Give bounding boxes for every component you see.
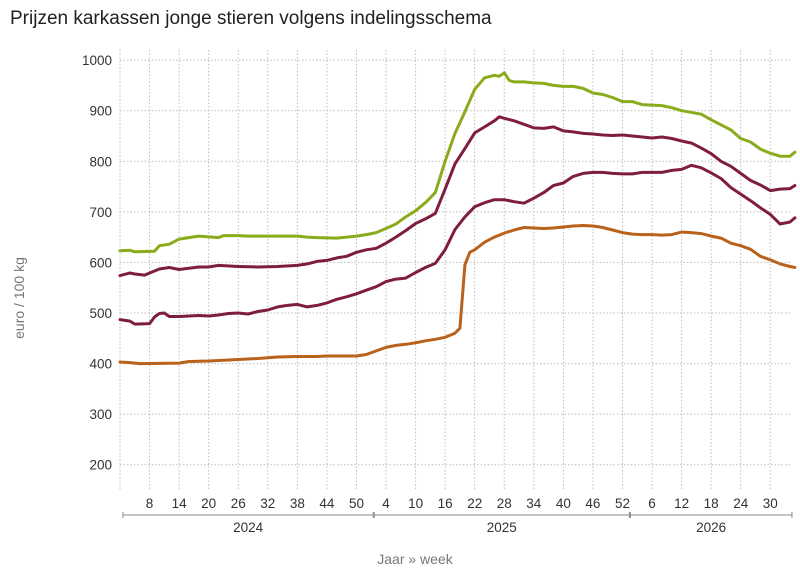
x-tick-label: 28 <box>497 496 512 511</box>
x-tick-label: 26 <box>231 496 246 511</box>
x-tick-label: 44 <box>319 496 335 511</box>
year-label: 2026 <box>696 520 726 535</box>
y-tick-label: 400 <box>89 357 112 372</box>
y-axis: 200 300 400 500 600 700 800 900 1000 <box>82 53 112 473</box>
x-tick-label: 14 <box>172 496 188 511</box>
x-tick-label: 12 <box>674 496 689 511</box>
x-tick-label: 4 <box>382 496 390 511</box>
x-tick-label: 8 <box>146 496 154 511</box>
x-tick-label: 46 <box>585 496 600 511</box>
x-tick-label: 16 <box>438 496 453 511</box>
x-tick-label: 22 <box>467 496 482 511</box>
series-lines <box>118 71 797 366</box>
y-tick-label: 500 <box>89 306 112 321</box>
x-tick-label: 34 <box>526 496 542 511</box>
x-tick-label: 38 <box>290 496 305 511</box>
y-tick-label: 300 <box>89 407 112 422</box>
y-tick-label: 600 <box>89 255 112 270</box>
x-tick-label: 6 <box>648 496 656 511</box>
series-line-ar3 <box>118 224 797 366</box>
x-tick-label: 30 <box>763 496 778 511</box>
series-line-au2 <box>118 163 797 326</box>
year-label: 2024 <box>233 520 264 535</box>
x-axis: 8 14 20 26 32 38 44 50 4 10 16 22 28 34 40 46 52 6 12 18 24 3… <box>146 496 778 511</box>
x-tick-label: 20 <box>201 496 216 511</box>
x-tick-label: 32 <box>260 496 275 511</box>
x-tick-label: 40 <box>556 496 571 511</box>
y-tick-label: 700 <box>89 205 112 220</box>
x-axis-title: Jaar » week <box>377 551 453 567</box>
y-axis-title: euro / 100 kg <box>11 257 27 339</box>
y-tick-label: 800 <box>89 154 112 169</box>
x-tick-label: 10 <box>408 496 423 511</box>
year-axis: 2024 2025 2026 <box>122 512 793 535</box>
y-tick-label: 1000 <box>82 53 112 68</box>
y-tick-label: 200 <box>89 458 112 473</box>
series-line-ae2 <box>118 115 797 278</box>
x-tick-label: 52 <box>615 496 630 511</box>
x-tick-label: 24 <box>733 496 749 511</box>
y-tick-label: 900 <box>89 104 112 119</box>
series-line-as2 <box>118 71 797 254</box>
x-tick-label: 18 <box>704 496 719 511</box>
year-label: 2025 <box>487 520 517 535</box>
x-tick-label: 50 <box>349 496 364 511</box>
chart-title: Prijzen karkassen jonge stieren volgens … <box>10 8 492 29</box>
grid <box>119 50 790 490</box>
